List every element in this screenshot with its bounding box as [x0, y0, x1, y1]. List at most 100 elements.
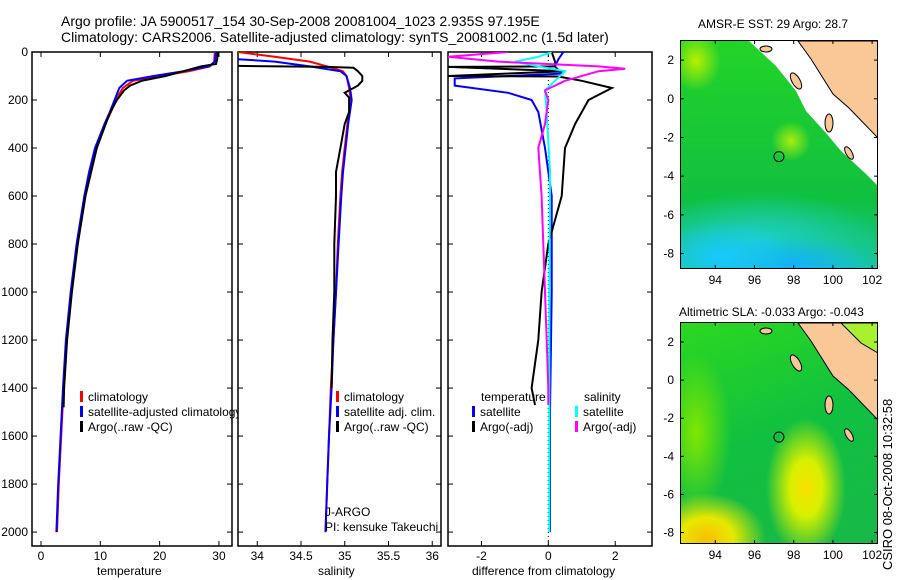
x-tick-label: 10: [94, 549, 108, 563]
legend-item: climatology: [80, 390, 238, 405]
legend-label: satellite: [583, 405, 624, 419]
y-tick-label: 400: [8, 141, 28, 155]
series-temperature-satellite: [453, 52, 565, 533]
panel-difference-from-climatology: -2 0 2: [447, 51, 653, 563]
island: [844, 428, 854, 442]
island: [824, 113, 834, 133]
legend-item: satellite adj. clim.: [336, 405, 440, 420]
program-annotation: J-ARGO: [325, 505, 371, 519]
land-sumatra: [797, 323, 877, 420]
x-tick-label: 0: [545, 549, 552, 563]
legend-item: climatology: [336, 390, 440, 405]
legend-item: satellite: [575, 405, 651, 420]
x-tick-label: 0: [38, 549, 45, 563]
legend-swatch-red: [80, 391, 83, 402]
island: [759, 327, 773, 335]
y-tick-label: 1200: [1, 333, 28, 347]
y-tick-label: 800: [8, 237, 28, 251]
sst-map-title: AMSR-E SST: 29 Argo: 28.7: [698, 17, 849, 31]
map-x-tick-label: 94: [709, 548, 723, 562]
series-argo-raw-qc-: [62, 52, 219, 408]
x-tick-label: 34: [251, 549, 265, 563]
legend-item: Argo(..raw -QC): [336, 420, 440, 435]
map-y-tick-label: -2: [663, 411, 674, 425]
x-tick-label: 2: [612, 549, 619, 563]
map-x-tick-label: 100: [823, 548, 843, 562]
panel-temperature: 0 200 400 600 800 1000 1200 1400 1600 1800 2000 0 10…: [1, 45, 233, 563]
plot-frame: [237, 51, 442, 547]
y-tick-label: 1600: [1, 429, 28, 443]
series-argo-raw-qc-: [238, 64, 364, 389]
legend-swatch-blue: [80, 406, 83, 417]
x-tick-label: 36: [426, 549, 440, 563]
map-y-tick-label: -8: [663, 526, 674, 540]
y-tick-label: 1800: [1, 477, 28, 491]
legend-swatch-black: [80, 421, 83, 432]
island: [789, 72, 803, 90]
legend-label: satellite-adjusted climatology: [88, 405, 238, 419]
y-tick-label: 0: [21, 45, 28, 59]
map-y-tick-label: -8: [663, 247, 674, 261]
sla-map-title: Altimetric SLA: -0.033 Argo: -0.043: [679, 305, 864, 319]
island: [824, 395, 834, 415]
map-x-tick-label: 102: [862, 548, 882, 562]
x-tick-label: 34.5: [289, 549, 313, 563]
sla-map-overlay: [759, 323, 877, 443]
y-tick-label: 1400: [1, 381, 28, 395]
legend-label: Argo(..raw -QC): [88, 420, 173, 434]
map-y-tick-label: 2: [667, 53, 674, 67]
legend-label: climatology: [344, 390, 405, 404]
legend-swatch-blue: [336, 406, 339, 417]
legend-heading: salinity: [584, 390, 621, 404]
legend-label: Argo(-adj): [583, 420, 637, 434]
map-x-tick-label: 98: [787, 273, 801, 287]
sst-map: [680, 40, 878, 269]
difference-legend-salinity: salinity satellite Argo(-adj): [575, 390, 651, 435]
pi-annotation: PI: kensuke Takeuchi: [325, 520, 439, 534]
series-salinity-satellite: [514, 52, 568, 533]
map-y-tick-label: -6: [663, 208, 674, 222]
x-axis-label-temperature: temperature: [97, 564, 162, 578]
legend-swatch-black: [336, 421, 339, 432]
map-x-tick-label: 98: [787, 548, 801, 562]
map-x-tick-label: 102: [862, 273, 882, 287]
x-tick-label: -2: [476, 549, 487, 563]
map-x-tick-label: 100: [823, 273, 843, 287]
legend-swatch-magenta: [575, 421, 578, 432]
map-y-tick-label: -6: [663, 487, 674, 501]
legend-item: Argo(..raw -QC): [80, 420, 238, 435]
map-x-tick-label: 96: [748, 273, 762, 287]
legend-label: Argo(-adj): [480, 420, 534, 434]
figure-title: Argo profile: JA 5900517_154 30-Sep-2008…: [61, 13, 540, 29]
map-y-tick-label: -2: [663, 130, 674, 144]
legend-swatch-red: [336, 391, 339, 402]
legend-label: satellite: [480, 405, 521, 419]
argo-position-marker: [773, 431, 785, 443]
legend-swatch-black: [472, 421, 475, 432]
island: [759, 45, 773, 53]
temperature-legend: climatology satellite-adjusted climatolo…: [80, 390, 238, 435]
x-tick-label: 30: [212, 549, 226, 563]
y-tick-label: 1000: [1, 285, 28, 299]
legend-item: satellite-adjusted climatology: [80, 405, 238, 420]
map-y-tick-label: -4: [663, 449, 674, 463]
sla-map: [680, 322, 878, 544]
panel-salinity: 34 34.5 35 35.5 36: [237, 51, 442, 563]
legend-swatch-cyan: [575, 406, 578, 417]
legend-item: Argo(-adj): [575, 420, 651, 435]
series-salinity-argo-adj-: [448, 52, 626, 405]
difference-legend-temperature: temperature satellite Argo(-adj): [472, 390, 582, 435]
argo-position-marker: [773, 151, 785, 163]
x-axis-label-salinity: salinity: [318, 564, 355, 578]
timestamp-stamp: CSIRO 08-Oct-2008 10:32:58: [880, 398, 895, 570]
x-tick-label: 35.5: [377, 549, 401, 563]
legend-item: satellite: [472, 405, 582, 420]
y-tick-label: 2000: [1, 525, 28, 539]
map-y-tick-label: 0: [667, 92, 674, 106]
land-sumatra: [797, 41, 877, 138]
legend-label: climatology: [88, 390, 149, 404]
island: [789, 354, 803, 372]
